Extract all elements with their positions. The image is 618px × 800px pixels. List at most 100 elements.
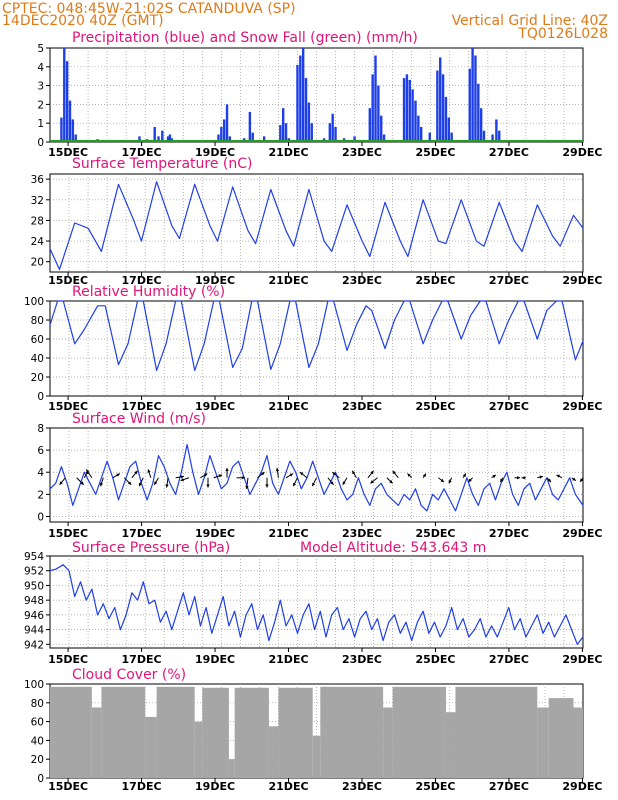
y-tick-label: 20	[31, 754, 44, 766]
x-tick-label: 29DEC	[562, 274, 602, 287]
y-tick-label: 946	[24, 610, 44, 622]
wind-arrowhead	[138, 482, 142, 487]
y-tick-label: 100	[24, 296, 44, 308]
precip-bar	[310, 123, 313, 142]
cloud-bar	[194, 721, 203, 778]
header-location: CPTEC: 048:45W-21:02S CATANDUVA (SP)	[2, 1, 296, 17]
cloud-bar	[320, 686, 384, 778]
cloud-bar	[537, 707, 549, 778]
y-tick-label: 954	[24, 551, 44, 563]
cloud-bar	[156, 686, 195, 778]
precip-bar	[334, 126, 337, 142]
x-tick-label: 23DEC	[342, 653, 382, 666]
wind-arrowhead	[572, 477, 576, 481]
precip-bar	[222, 119, 226, 142]
x-tick-label: 23DEC	[342, 274, 382, 287]
wind-arrowhead	[332, 472, 336, 476]
panel-2: 20 24 28 32 36 15DEC 17DEC 19DEC 21DEC 23DEC 25DEC…	[31, 156, 603, 287]
wind-arrowhead	[547, 478, 551, 482]
precip-bar	[281, 108, 285, 142]
precip-bar	[161, 130, 164, 142]
precip-bar	[304, 78, 308, 142]
x-tick-label: 21DEC	[269, 274, 309, 287]
x-tick-label: 19DEC	[195, 653, 235, 666]
precip-bar	[368, 108, 371, 142]
cloud-bar	[573, 707, 583, 778]
y-tick-label: 28	[31, 215, 44, 227]
cloud-bar	[101, 686, 146, 778]
wind-arrowhead	[275, 468, 280, 472]
y-tick-label: 948	[24, 595, 44, 607]
x-tick-label: 17DEC	[122, 400, 162, 413]
precip-bar	[301, 48, 305, 142]
wind-arrowhead	[539, 475, 543, 479]
y-tick-label: 3	[37, 81, 44, 93]
precip-bar	[60, 117, 63, 142]
precip-bar	[377, 85, 380, 142]
precip-bar	[482, 130, 486, 142]
x-tick-label: 21DEC	[269, 653, 309, 666]
header-date: 14DEC2020 40Z (GMT)	[2, 13, 164, 29]
precip-bar	[479, 108, 483, 142]
x-tick-label: 29DEC	[562, 527, 602, 540]
x-tick-label: 17DEC	[122, 527, 162, 540]
precip-bar	[74, 134, 77, 142]
precip-bar	[353, 136, 356, 142]
x-tick-label: 17DEC	[122, 274, 162, 287]
wind-arrowhead	[440, 478, 444, 482]
y-tick-label: 4	[37, 62, 44, 74]
wind-arrowhead	[492, 475, 496, 479]
precip-bar	[307, 102, 311, 142]
x-tick-label: 23DEC	[342, 527, 382, 540]
cloud-bar	[392, 686, 446, 778]
precip-bar	[228, 136, 232, 142]
y-tick-label: 0	[37, 137, 44, 149]
y-tick-label: 36	[31, 174, 45, 186]
y-tick-label: 80	[31, 698, 44, 710]
cloud-bar	[234, 687, 269, 778]
precip-bar	[299, 55, 302, 142]
header-model-code: TQ0126L028	[517, 26, 608, 42]
wind-arrowhead	[342, 481, 346, 485]
cloud-bar	[202, 687, 229, 778]
panel-1: 0 1 2 3 4 5 15DEC 17DEC 19DEC 21DEC 23DEC 25DEC 27DE…	[37, 30, 602, 159]
precip-bar	[402, 78, 406, 142]
x-tick-label: 27DEC	[489, 146, 529, 159]
y-tick-label: 4	[37, 467, 44, 479]
precip-bar	[296, 64, 299, 142]
x-tick-label: 21DEC	[269, 400, 309, 413]
y-tick-label: 20	[31, 372, 44, 384]
x-tick-label: 29DEC	[562, 653, 602, 666]
precip-bar	[447, 117, 450, 142]
wind-arrowhead	[134, 470, 138, 475]
cloud-bar	[268, 726, 279, 778]
panel-4: 0 2 4 6 8 15DEC 17DEC 19DEC 21DEC 23DEC 25DEC 27DEC…	[37, 411, 602, 540]
precip-bar	[491, 134, 494, 142]
precip-bar	[262, 136, 266, 142]
series-line	[49, 300, 584, 371]
wind-arrowhead	[352, 470, 356, 475]
wind-arrowhead	[580, 478, 584, 482]
x-tick-label: 19DEC	[195, 780, 235, 793]
x-tick-label: 15DEC	[48, 400, 88, 413]
precip-bar	[417, 115, 420, 142]
wind-arrowhead	[422, 473, 426, 478]
y-tick-label: 32	[31, 195, 44, 207]
wind-arrowhead	[312, 482, 316, 487]
precip-bar	[166, 136, 170, 142]
wind-arrowhead	[225, 468, 229, 471]
cloud-bar	[228, 759, 235, 778]
x-tick-label: 29DEC	[562, 146, 602, 159]
x-tick-label: 29DEC	[562, 400, 602, 413]
wind-arrowhead	[154, 481, 158, 485]
precip-bar	[328, 123, 332, 142]
precip-bar	[450, 132, 453, 142]
y-tick-label: 952	[24, 566, 44, 578]
panel-5: 942 944 946 948 950 952 954 15DEC 17DEC 19DEC 21DE…	[24, 540, 602, 666]
precip-bar	[65, 61, 69, 142]
precip-bar	[225, 104, 229, 142]
x-tick-label: 25DEC	[415, 653, 455, 666]
wind-arrowhead	[80, 481, 84, 485]
precip-bar	[477, 83, 480, 142]
